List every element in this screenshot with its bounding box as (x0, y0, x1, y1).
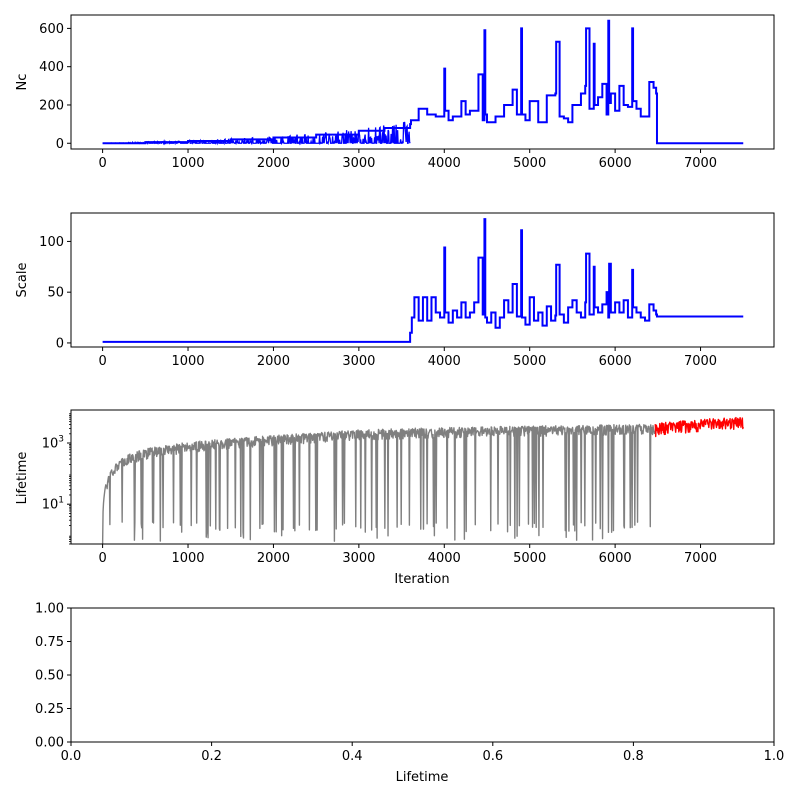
x-tick-label: 1000 (171, 354, 204, 369)
x-tick-label: 0 (98, 156, 106, 171)
series-group (102, 218, 744, 343)
x-tick-label: 7000 (684, 551, 717, 566)
x-tick-label: 6000 (599, 156, 632, 171)
scale-panel: 0 1000 2000 3000 4000 5000 6000 7000 0 50 100 Scal… (15, 212, 775, 369)
x-tick-label: 6000 (599, 551, 632, 566)
x-tick-label: 1000 (171, 551, 204, 566)
scale-y-axis-label: Scale (15, 263, 30, 298)
scale-ticks: 0 1000 2000 3000 4000 5000 6000 7000 0 50 100 (39, 235, 717, 369)
y-tick-label: 0.75 (35, 635, 64, 650)
x-tick-label: 5000 (513, 551, 546, 566)
x-tick-label: 4000 (428, 156, 461, 171)
x-tick-label: 0.2 (201, 749, 222, 764)
y-tick-label: 0.00 (35, 736, 64, 751)
x-tick-label: 4000 (428, 551, 461, 566)
lifetime-ticks: 0 1000 2000 3000 4000 5000 6000 7000 101 103 (42, 413, 717, 566)
lifetime-y-axis-label: Lifetime (15, 452, 30, 505)
x-tick-label: 0.4 (342, 749, 363, 764)
x-tick-label: 0.0 (61, 749, 82, 764)
y-tick-label: 0 (56, 137, 64, 152)
y-tick-label: 200 (39, 98, 64, 113)
nc-series-line (102, 19, 744, 145)
nc-panel: 0 1000 2000 3000 4000 5000 6000 70000200400600 … (15, 14, 775, 171)
lifetime-plot-area (101, 416, 744, 544)
x-tick-label: 5000 (513, 156, 546, 171)
scale-series-line (102, 218, 744, 343)
y-tick-label: 0.50 (35, 669, 64, 684)
lifetime-panel: 0 1000 2000 3000 4000 5000 6000 7000 101 103 Life… (15, 409, 775, 587)
lifetime-tail-series-line (654, 416, 744, 438)
nc-axes-frame (70, 14, 775, 150)
y-tick-label: 0 (56, 336, 64, 351)
y-tick-label: 1.00 (35, 602, 64, 617)
x-tick-label: 2000 (257, 354, 290, 369)
scale-axes-frame (70, 212, 775, 348)
lifetime-axes-frame (70, 409, 775, 545)
y-tick-label: 400 (39, 60, 64, 75)
y-tick-label: 0.25 (35, 702, 64, 717)
x-tick-label: 7000 (684, 156, 717, 171)
series-group (101, 416, 744, 544)
lifetime-histogram-panel: 0.0 0.2 0.4 0.6 0.8 1.0 0.00 0.25 0.50 0.75 1.00 L… (35, 602, 784, 786)
x-tick-label: 0.8 (623, 749, 644, 764)
x-tick-label: 5000 (513, 354, 546, 369)
iteration-x-axis-label: Iteration (394, 572, 449, 587)
x-tick-label: 3000 (342, 551, 375, 566)
histogram-x-axis-label: Lifetime (396, 770, 449, 785)
y-tick-label: 100 (39, 235, 64, 250)
x-tick-label: 2000 (257, 551, 290, 566)
nc-series-noise (102, 121, 411, 146)
x-tick-label: 1000 (171, 156, 204, 171)
x-tick-label: 6000 (599, 354, 632, 369)
x-tick-label: 0 (98, 551, 106, 566)
x-tick-label: 1.0 (764, 749, 785, 764)
x-tick-label: 3000 (342, 156, 375, 171)
y-tick-label: 50 (47, 286, 64, 301)
x-tick-label: 4000 (428, 354, 461, 369)
lifetime-series-line (101, 423, 656, 544)
x-tick-label: 3000 (342, 354, 375, 369)
nc-ticks: 0 1000 2000 3000 4000 5000 6000 7000 0 200 400 600 (39, 22, 717, 171)
histogram-ticks: 0.0 0.2 0.4 0.6 0.8 1.0 0.00 0.25 0.50 0.75 1.00 (35, 602, 784, 765)
x-tick-label: 2000 (257, 156, 290, 171)
nc-y-axis-label: Nc (15, 74, 30, 91)
x-tick-label: 0.6 (482, 749, 503, 764)
y-tick-label: 600 (39, 22, 64, 37)
scale-plot-area (102, 218, 744, 343)
x-tick-label: 0 (98, 354, 106, 369)
nc-plot-area (102, 19, 744, 146)
y-tick-label: 101 (42, 496, 64, 513)
y-tick-label: 103 (42, 435, 64, 452)
series-group (102, 19, 744, 146)
x-tick-label: 7000 (684, 354, 717, 369)
